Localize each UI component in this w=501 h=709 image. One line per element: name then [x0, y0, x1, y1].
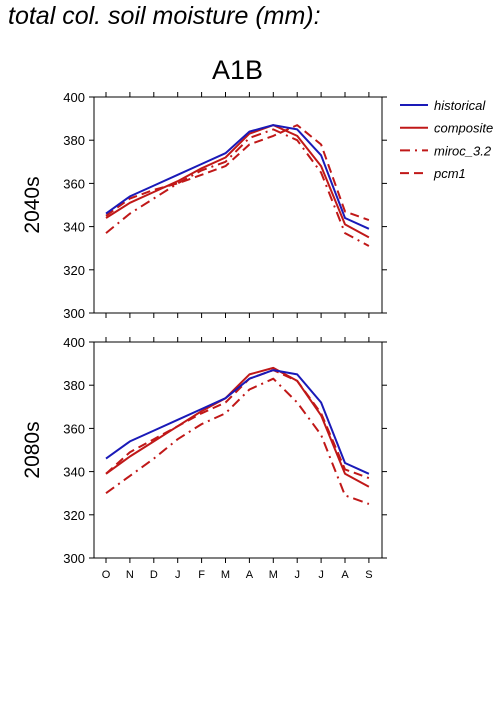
x-tick-label: M	[221, 569, 230, 581]
series-line-historical	[105, 124, 370, 230]
x-tick-label: J	[294, 569, 300, 581]
y-tick-label: 320	[63, 508, 85, 523]
y-tick-label: 320	[63, 263, 85, 278]
x-tick-label: A	[341, 569, 349, 581]
y-tick-label: 380	[63, 133, 85, 148]
y-tick-label: 300	[63, 551, 85, 566]
x-tick-label: J	[175, 569, 181, 581]
legend-label: pcm1	[433, 166, 466, 181]
legend-label: historical	[434, 98, 486, 113]
series-line-composite	[105, 124, 370, 239]
x-tick-label: S	[365, 569, 372, 581]
x-tick-label: M	[269, 569, 278, 581]
y-tick-label: 340	[63, 220, 85, 235]
y-tick-label: 300	[63, 306, 85, 321]
plot-frame	[93, 96, 383, 314]
plot-frame	[93, 341, 383, 559]
x-tick-label: D	[150, 569, 158, 581]
row-label: 2040s	[21, 176, 44, 233]
y-tick-label: 360	[63, 421, 85, 436]
scenario-label: A1B	[211, 55, 264, 85]
y-tick-label: 400	[63, 335, 85, 350]
x-tick-label: N	[126, 569, 134, 581]
y-tick-label: 360	[63, 176, 85, 191]
page-title: total col. soil moisture (mm):	[8, 2, 321, 30]
legend-label: miroc_3.2	[434, 143, 492, 158]
y-tick-label: 400	[63, 90, 85, 105]
x-tick-label: A	[246, 569, 254, 581]
series-line-miroc-3-2	[105, 377, 370, 505]
x-tick-label: F	[198, 569, 205, 581]
y-tick-label: 380	[63, 378, 85, 393]
x-tick-label: J	[318, 569, 324, 581]
series-line-historical	[105, 369, 370, 475]
row-label: 2080s	[21, 421, 44, 478]
series-line-composite	[105, 366, 370, 488]
legend-label: composite	[434, 121, 493, 136]
series-line-miroc-3-2	[105, 128, 370, 247]
x-tick-label: O	[102, 569, 111, 581]
series-line-pcm1	[105, 124, 370, 222]
series-line-pcm1	[105, 369, 370, 480]
y-tick-label: 340	[63, 465, 85, 480]
